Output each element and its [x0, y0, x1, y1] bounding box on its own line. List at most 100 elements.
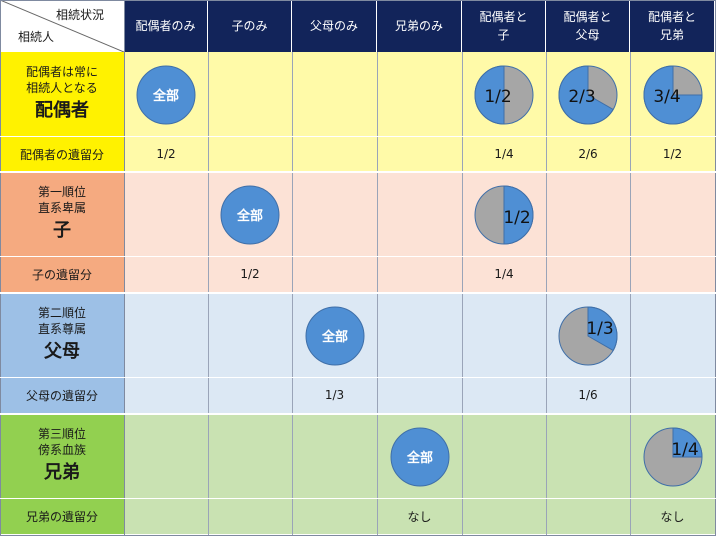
child-share-value: [292, 256, 377, 292]
parent-share-pie: 全部: [305, 306, 364, 366]
parent-share-value: [462, 377, 546, 413]
column-header-line1: 子のみ: [231, 19, 268, 33]
pie-full-slice: [305, 306, 364, 366]
parent-share-value: [124, 377, 208, 413]
child-share-value: [546, 256, 630, 292]
column-header-line1: 兄弟のみ: [394, 19, 443, 33]
column-header-2: 父母のみ: [292, 0, 377, 52]
spouse-share-pie: 全部: [136, 65, 196, 125]
sibling-share-label: 兄弟の遺留分: [0, 498, 124, 534]
group-separator: [0, 413, 716, 415]
pie-label: 1/2: [484, 87, 511, 107]
parent-label-line: 第二順位: [37, 306, 86, 320]
parent-cell: [208, 293, 292, 377]
spouse-row-label: 配偶者は常に 相続人となる配偶者: [0, 52, 124, 136]
column-header-0: 配偶者のみ: [124, 0, 208, 52]
parent-share-value: 1/3: [292, 377, 377, 413]
corner-header: 相続状況 相続人: [0, 0, 124, 52]
child-share-label: 子の遺留分: [0, 256, 124, 292]
share-row-separator: [0, 377, 716, 378]
sibling-cell: [208, 414, 292, 498]
corner-diagonal-line: [0, 0, 124, 52]
child-share-value: [630, 256, 715, 292]
label-divider: [124, 0, 125, 535]
spouse-label-line: 配偶者は常に: [25, 65, 98, 79]
child-cell: [292, 172, 377, 256]
spouse-cell: [208, 52, 292, 136]
column-header-line1: 配偶者と: [563, 10, 612, 24]
column-header-line1: 配偶者と: [647, 10, 696, 24]
pie-share-slice: [672, 427, 703, 458]
column-header-5: 配偶者と 父母: [546, 0, 630, 52]
spouse-share-label: 配偶者の遺留分: [0, 136, 124, 172]
parent-label-line: 直系尊属: [37, 322, 86, 336]
table-border-right: [715, 0, 716, 535]
spouse-share-pie: 3/4: [643, 65, 703, 125]
column-header-line2: 子: [497, 28, 510, 42]
pie-full-slice: [220, 185, 280, 245]
pie-label: 全部: [236, 208, 263, 224]
share-row-separator: [0, 256, 716, 257]
spouse-share-value: 1/4: [462, 136, 546, 172]
child-label-title: 子: [53, 220, 71, 241]
column-header-1: 子のみ: [208, 0, 292, 52]
sibling-share-value: [208, 498, 292, 534]
column-header-line2: 父母: [575, 28, 600, 42]
group-separator: [0, 171, 716, 173]
corner-heir-label: 相続人: [18, 30, 55, 44]
sibling-share-value: [124, 498, 208, 534]
sibling-share-pie: 1/4: [643, 427, 703, 487]
spouse-share-pie: 2/3: [558, 65, 618, 125]
child-cell: [546, 172, 630, 256]
spouse-cell: [377, 52, 462, 136]
pie-share-slice: [643, 65, 703, 125]
column-header-6: 配偶者と 兄弟: [630, 0, 715, 52]
sibling-share-value: [462, 498, 546, 534]
parent-cell: [124, 293, 208, 377]
sibling-cell: [546, 414, 630, 498]
table-border-top: [0, 0, 716, 1]
spouse-share-pie: 1/2: [474, 65, 534, 125]
share-row-separator: [0, 136, 716, 137]
column-header-3: 兄弟のみ: [377, 0, 462, 52]
pie-share-slice: [474, 65, 505, 125]
column-header-line1: 配偶者と: [479, 10, 528, 24]
pie-label: 1/2: [503, 208, 530, 228]
column-header-line2: 兄弟: [659, 28, 684, 42]
sibling-cell: [462, 414, 546, 498]
pie-label: 全部: [405, 450, 432, 466]
child-share-value: 1/4: [462, 256, 546, 292]
spouse-label-line: 相続人となる: [26, 81, 98, 95]
pie-label: 2/3: [568, 87, 595, 107]
share-row-separator: [0, 498, 716, 499]
child-share-value: [124, 256, 208, 292]
spouse-label-title: 配偶者: [35, 100, 89, 121]
pie-label: 全部: [152, 88, 179, 104]
pie-full-slice: [390, 427, 449, 487]
child-cell: [377, 172, 462, 256]
column-header-4: 配偶者と子: [462, 0, 546, 52]
sibling-share-value: なし: [377, 498, 462, 534]
parent-share-label: 父母の遺留分: [0, 377, 124, 413]
spouse-cell: [292, 52, 377, 136]
sibling-share-value: [292, 498, 377, 534]
parent-cell: [462, 293, 546, 377]
sibling-share-value: なし: [630, 498, 715, 534]
child-share-value: 1/2: [208, 256, 292, 292]
sibling-share-value: [546, 498, 630, 534]
child-cell: [124, 172, 208, 256]
column-header-line1: 配偶者のみ: [135, 19, 196, 33]
spouse-share-value: 1/2: [124, 136, 208, 172]
child-label-line: 直系卑属: [37, 201, 86, 215]
pie-share-slice: [503, 185, 534, 245]
sibling-row-label: 第三順位 傍系血族 兄弟: [0, 414, 124, 498]
spouse-share-value: 2/6: [546, 136, 630, 172]
pie-label: 1/4: [671, 440, 698, 460]
sibling-cell: [292, 414, 377, 498]
spouse-share-value: 1/2: [630, 136, 715, 172]
table-border-bottom: [0, 535, 716, 536]
child-share-pie: 1/2: [474, 185, 534, 245]
parent-share-value: [630, 377, 715, 413]
child-share-value: [377, 256, 462, 292]
